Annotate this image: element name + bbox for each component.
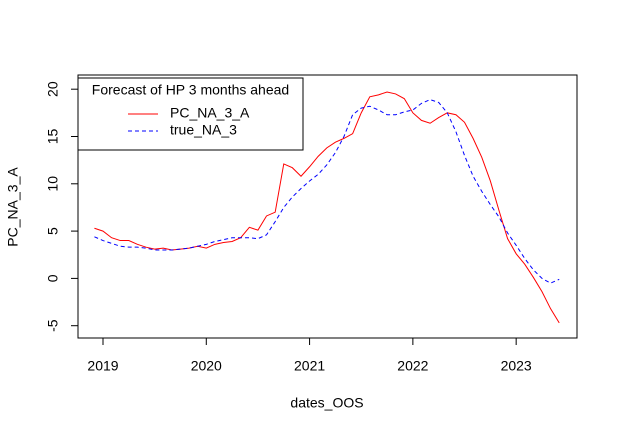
legend-box bbox=[77, 77, 304, 151]
legend-label: true_NA_3 bbox=[170, 122, 237, 138]
y-tick-label: -5 bbox=[45, 319, 61, 332]
y-tick-label: 0 bbox=[45, 274, 61, 282]
x-tick-label: 2022 bbox=[397, 358, 428, 374]
x-tick-label: 2019 bbox=[87, 358, 118, 374]
series-line bbox=[94, 99, 560, 284]
legend-title: Forecast of HP 3 months ahead bbox=[92, 82, 289, 98]
plot-frame bbox=[77, 74, 578, 339]
y-tick-label: 5 bbox=[45, 227, 61, 235]
y-tick-label: 20 bbox=[45, 81, 61, 97]
y-axis-label: PC_NA_3_A bbox=[5, 167, 21, 247]
y-tick-label: 10 bbox=[45, 176, 61, 192]
y-tick-label: 15 bbox=[45, 128, 61, 144]
x-tick-label: 2021 bbox=[294, 358, 325, 374]
legend-label: PC_NA_3_A bbox=[170, 105, 250, 121]
x-tick-label: 2020 bbox=[191, 358, 222, 374]
x-tick-label: 2023 bbox=[501, 358, 532, 374]
x-axis-label: dates_OOS bbox=[290, 395, 363, 411]
